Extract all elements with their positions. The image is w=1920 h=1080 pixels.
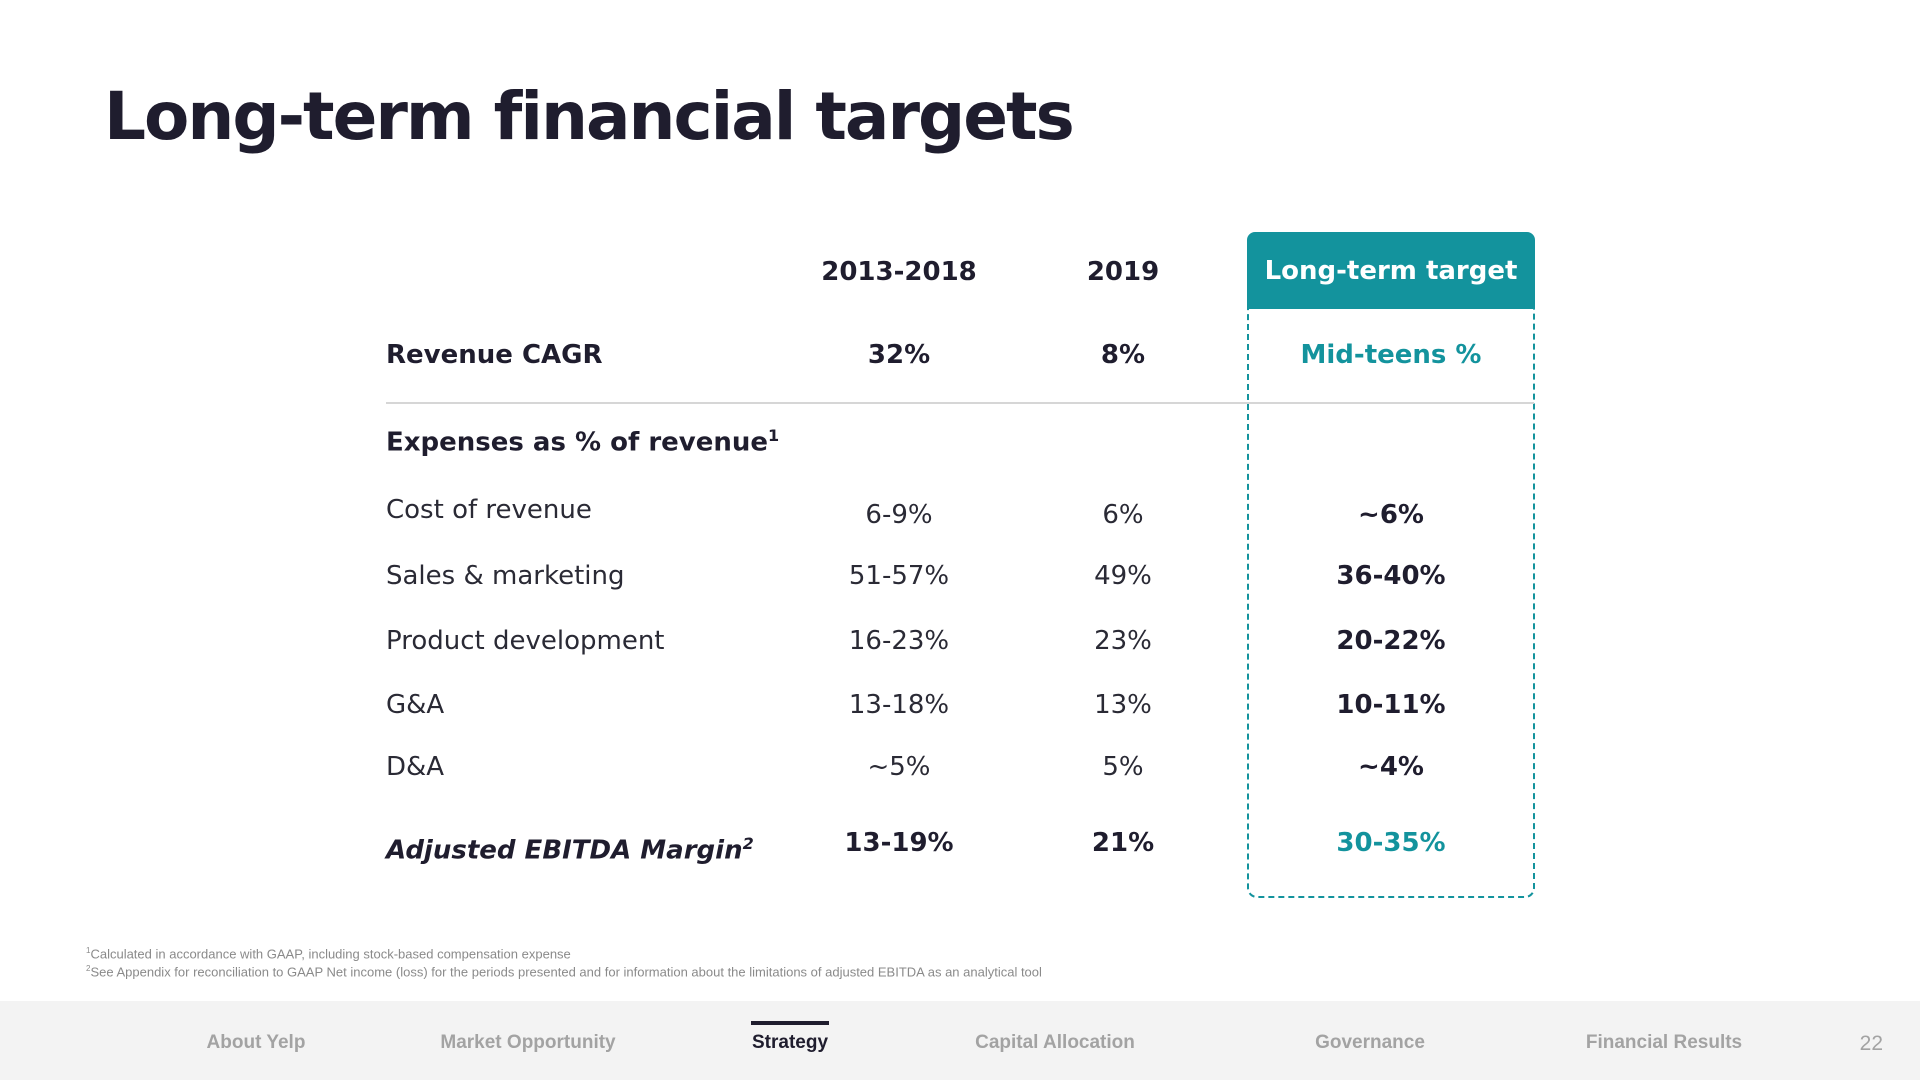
nav-item-financial-results[interactable]: Financial Results — [1585, 1032, 1743, 1053]
footnote-2-mark: 2 — [86, 964, 91, 973]
nav-item-governance[interactable]: Governance — [1315, 1032, 1425, 1053]
adjusted-ebitda-2019: 21% — [1091, 828, 1155, 858]
footer-nav-bar — [0, 1001, 1920, 1080]
row-label-revenue-cagr: Revenue CAGR — [386, 340, 603, 370]
da-2019: 5% — [1102, 752, 1144, 782]
row-label-cost-of-revenue: Cost of revenue — [386, 495, 592, 525]
cost-of-revenue-2019: 6% — [1102, 500, 1144, 530]
page-number: 22 — [1859, 1032, 1883, 1055]
revenue-cagr-2019: 8% — [1100, 340, 1146, 370]
adjusted-ebitda-target: 30-35% — [1336, 828, 1446, 858]
page-title: Long-term financial targets — [104, 78, 1075, 155]
revenue-cagr-target: Mid-teens % — [1300, 340, 1482, 370]
revenue-cagr-2013-2018: 32% — [867, 340, 931, 370]
column-header-2013-2018: 2013-2018 — [821, 257, 977, 287]
column-header-long-term-target: Long-term target — [1247, 232, 1535, 309]
target-column-dashed-box — [1247, 300, 1535, 898]
section-header-expenses-text: Expenses as % of revenue — [386, 427, 769, 458]
row-label-adjusted-ebitda-margin: Adjusted EBITDA Margin2 — [386, 834, 754, 866]
row-label-ga: G&A — [386, 690, 445, 720]
ga-target: 10-11% — [1336, 690, 1446, 720]
sales-marketing-2013-2018: 51-57% — [848, 561, 950, 591]
adjusted-ebitda-margin-text: Adjusted EBITDA Margin — [386, 835, 743, 866]
da-2013-2018: ~5% — [867, 752, 931, 782]
footnote-2: 2See Appendix for reconciliation to GAAP… — [86, 964, 1042, 979]
footnote-1-text: Calculated in accordance with GAAP, incl… — [90, 946, 571, 962]
nav-item-capital-allocation[interactable]: Capital Allocation — [975, 1032, 1135, 1053]
footnote-marker-2: 2 — [742, 834, 754, 853]
sales-marketing-2019: 49% — [1094, 561, 1152, 591]
cost-of-revenue-target: ~6% — [1358, 500, 1424, 530]
nav-item-strategy[interactable]: Strategy — [751, 1032, 829, 1053]
product-development-target: 20-22% — [1336, 626, 1446, 656]
section-header-expenses: Expenses as % of revenue1 — [386, 426, 779, 458]
da-target: ~4% — [1358, 752, 1424, 782]
row-label-da: D&A — [386, 752, 445, 782]
footnote-2-text: See Appendix for reconciliation to GAAP … — [90, 964, 1042, 980]
product-development-2019: 23% — [1094, 626, 1152, 656]
footnote-1-mark: 1 — [86, 946, 91, 955]
product-development-2013-2018: 16-23% — [848, 626, 950, 656]
ga-2013-2018: 13-18% — [848, 690, 950, 720]
row-label-sales-marketing: Sales & marketing — [386, 561, 625, 591]
cost-of-revenue-2013-2018: 6-9% — [865, 500, 933, 530]
row-label-product-development: Product development — [386, 626, 665, 656]
adjusted-ebitda-2013-2018: 13-19% — [844, 828, 954, 858]
sales-marketing-target: 36-40% — [1336, 561, 1446, 591]
active-nav-indicator — [751, 1021, 829, 1025]
footnote-marker-1: 1 — [768, 426, 780, 445]
nav-item-market-opportunity[interactable]: Market Opportunity — [440, 1032, 616, 1053]
column-header-2019: 2019 — [1086, 257, 1160, 287]
nav-item-about-yelp[interactable]: About Yelp — [206, 1032, 306, 1053]
ga-2019: 13% — [1094, 690, 1152, 720]
row-divider — [386, 402, 1534, 404]
footnote-1: 1Calculated in accordance with GAAP, inc… — [86, 946, 571, 961]
